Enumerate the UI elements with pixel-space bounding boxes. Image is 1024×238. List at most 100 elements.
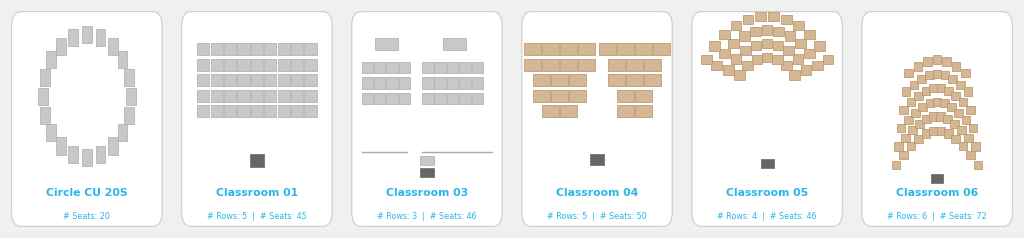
- Bar: [762, 39, 772, 48]
- Bar: [909, 81, 919, 89]
- Bar: [608, 59, 625, 70]
- Bar: [460, 77, 471, 89]
- Bar: [907, 142, 915, 150]
- Text: Classroom 03: Classroom 03: [386, 188, 468, 198]
- Bar: [198, 74, 210, 86]
- Bar: [710, 41, 720, 51]
- Bar: [40, 107, 50, 124]
- Bar: [781, 61, 792, 70]
- Bar: [304, 59, 316, 70]
- Bar: [958, 98, 968, 106]
- Bar: [930, 112, 938, 121]
- Bar: [198, 105, 210, 117]
- Bar: [238, 105, 250, 117]
- Bar: [560, 105, 577, 117]
- Bar: [82, 26, 92, 43]
- Bar: [211, 105, 223, 117]
- Bar: [756, 12, 766, 21]
- FancyBboxPatch shape: [352, 12, 502, 226]
- Bar: [569, 74, 586, 86]
- Bar: [251, 74, 263, 86]
- Bar: [460, 93, 471, 104]
- Bar: [108, 38, 118, 55]
- Bar: [914, 92, 923, 100]
- Bar: [56, 138, 66, 155]
- Bar: [608, 74, 625, 86]
- Bar: [304, 105, 316, 117]
- Bar: [238, 90, 250, 102]
- Bar: [291, 74, 303, 86]
- Bar: [224, 74, 237, 86]
- Bar: [617, 43, 634, 55]
- Bar: [728, 39, 739, 48]
- Bar: [524, 43, 541, 55]
- Bar: [361, 93, 373, 104]
- Bar: [472, 93, 483, 104]
- Bar: [38, 88, 48, 105]
- Bar: [543, 105, 559, 117]
- FancyBboxPatch shape: [862, 12, 1013, 226]
- Bar: [925, 71, 934, 79]
- Bar: [278, 59, 290, 70]
- Bar: [543, 43, 559, 55]
- Bar: [446, 62, 459, 73]
- Bar: [304, 43, 316, 55]
- Bar: [524, 59, 541, 70]
- Text: Circle CU 20S: Circle CU 20S: [46, 188, 128, 198]
- Bar: [804, 49, 815, 58]
- Bar: [731, 54, 741, 64]
- Bar: [899, 151, 908, 159]
- Bar: [957, 126, 966, 134]
- Bar: [822, 55, 834, 64]
- Bar: [422, 62, 433, 73]
- Bar: [627, 74, 643, 86]
- Bar: [434, 62, 445, 73]
- Bar: [793, 21, 804, 30]
- Bar: [543, 59, 559, 70]
- Bar: [894, 142, 903, 150]
- Bar: [250, 154, 264, 167]
- Bar: [752, 55, 762, 64]
- Bar: [82, 149, 92, 166]
- Bar: [762, 25, 772, 35]
- Bar: [954, 109, 963, 117]
- Bar: [719, 49, 730, 58]
- Bar: [69, 146, 78, 164]
- Bar: [962, 116, 970, 124]
- Bar: [919, 103, 927, 111]
- Bar: [361, 62, 373, 73]
- Bar: [773, 27, 784, 36]
- Bar: [224, 59, 237, 70]
- FancyBboxPatch shape: [692, 12, 843, 226]
- Bar: [399, 62, 411, 73]
- Bar: [914, 135, 923, 143]
- Bar: [198, 43, 210, 55]
- Bar: [974, 161, 982, 169]
- Bar: [251, 90, 263, 102]
- Bar: [264, 43, 276, 55]
- Bar: [933, 98, 941, 106]
- Bar: [124, 69, 134, 86]
- Bar: [812, 61, 822, 70]
- Bar: [617, 90, 634, 102]
- Bar: [933, 55, 941, 64]
- Bar: [923, 115, 931, 123]
- Bar: [374, 62, 385, 73]
- Bar: [126, 88, 136, 105]
- FancyBboxPatch shape: [181, 12, 332, 226]
- Text: Classroom 01: Classroom 01: [216, 188, 298, 198]
- Bar: [211, 90, 223, 102]
- Bar: [742, 15, 754, 25]
- Bar: [304, 74, 316, 86]
- Bar: [734, 70, 745, 80]
- Bar: [118, 124, 128, 141]
- Bar: [291, 59, 303, 70]
- Bar: [560, 43, 577, 55]
- Bar: [472, 77, 483, 89]
- Bar: [902, 88, 910, 96]
- Bar: [793, 54, 804, 64]
- Bar: [932, 174, 943, 183]
- Bar: [922, 129, 930, 138]
- Bar: [278, 105, 290, 117]
- Bar: [948, 75, 956, 83]
